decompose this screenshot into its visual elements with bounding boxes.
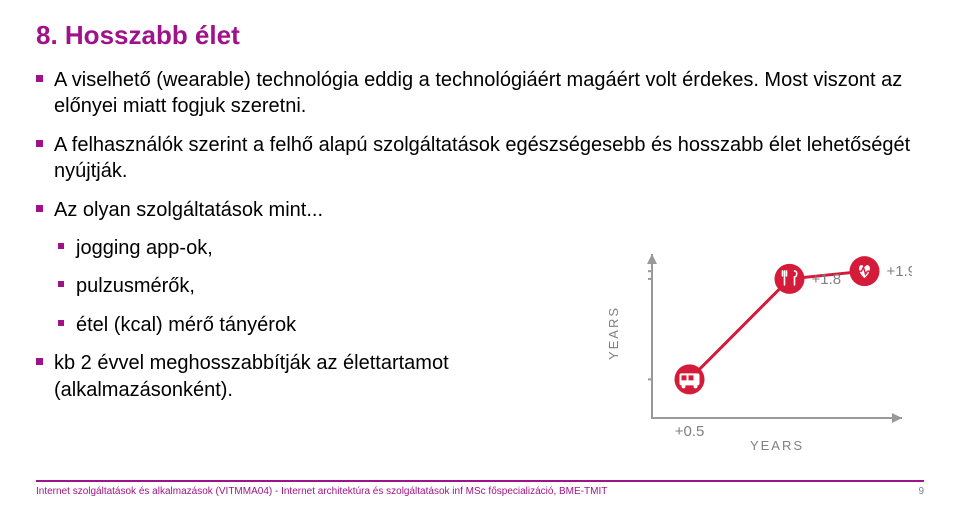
slide-title: 8. Hosszabb élet <box>36 20 924 51</box>
bullet-item: kb 2 évvel meghosszabbítják az élettarta… <box>36 350 556 403</box>
chart-point <box>675 364 705 394</box>
footer: Internet szolgáltatások és alkalmazások … <box>0 480 960 497</box>
bullet-item: A felhasználók szerint a felhő alapú szo… <box>36 132 924 185</box>
chart-x-title: YEARS <box>750 438 804 453</box>
chart-value-label: +1.9 <box>887 263 913 280</box>
chart: YEARS YEARS +0.5 +1.8 +1.9 <box>602 238 912 458</box>
axis-arrowhead-icon <box>892 413 902 423</box>
chart-point <box>850 256 880 286</box>
bullet-item: Az olyan szolgáltatások mint... <box>36 197 924 223</box>
page-number: 9 <box>918 486 924 497</box>
bullet-item: A viselhető (wearable) technológia eddig… <box>36 67 924 120</box>
chart-value-label: +0.5 <box>675 423 705 440</box>
chart-point <box>775 264 805 294</box>
slide: 8. Hosszabb élet A viselhető (wearable) … <box>0 0 960 509</box>
chart-y-title: YEARS <box>606 306 621 360</box>
chart-marker <box>775 264 805 294</box>
chart-svg: YEARS YEARS +0.5 +1.8 +1.9 <box>602 238 912 458</box>
axis-arrowhead-icon <box>647 254 657 264</box>
chart-value-label: +1.8 <box>812 271 842 288</box>
footer-divider <box>36 480 924 482</box>
footer-text: Internet szolgáltatások és alkalmazások … <box>36 486 607 497</box>
